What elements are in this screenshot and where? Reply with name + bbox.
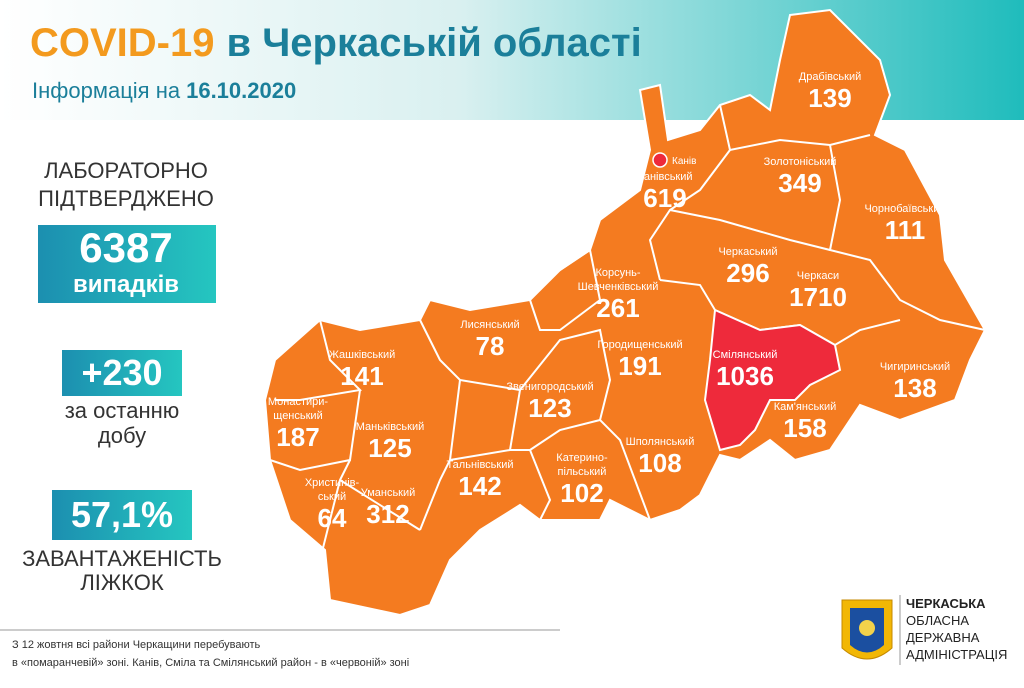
logo-text: ДЕРЖАВНА (906, 630, 980, 645)
district-name: Жашківський (329, 349, 396, 361)
district-count: 619 (643, 183, 686, 213)
district-name: Чигиринський (880, 361, 950, 373)
district-count: 1036 (716, 361, 774, 391)
stat-total: 6387 (79, 224, 172, 271)
title: COVID-19 в Черкаській області (30, 21, 642, 65)
district-count: 139 (808, 83, 851, 113)
district-count: 141 (340, 361, 383, 391)
city-label: Канів (672, 156, 696, 167)
stat-label: за останню (65, 398, 180, 423)
stat-label: ЛІЖКОК (80, 570, 164, 595)
district-count: 187 (276, 422, 319, 452)
district-count: 78 (476, 331, 505, 361)
stat-box (62, 350, 182, 396)
district-name: Смілянський (713, 349, 778, 361)
stat-box (38, 225, 216, 303)
logo-text: ОБЛАСНА (906, 613, 969, 628)
district-name: Городищенський (597, 339, 682, 351)
district-count: 261 (596, 293, 639, 323)
stat-unit: випадків (73, 271, 179, 298)
footer-note: в «помаранчевій» зоні. Канів, Сміла та С… (12, 657, 409, 669)
stat-label: ЗАВАНТАЖЕНІСТЬ (22, 546, 222, 571)
district-count: 138 (893, 373, 936, 403)
district-count: 111 (885, 215, 926, 245)
district-count: 1710 (789, 282, 847, 312)
district-name: Золотоніський (764, 156, 837, 168)
district-name: Корсунь- (595, 267, 640, 279)
logo-text: АДМІНІСТРАЦІЯ (906, 647, 1007, 662)
district-count: 142 (458, 471, 501, 501)
district-count: 191 (618, 351, 661, 381)
district-name: Канівський (637, 171, 692, 183)
district-name: Тальнівський (446, 459, 513, 471)
stat-new: +230 (81, 352, 162, 393)
subtitle: Інформація на 16.10.2020 (32, 78, 296, 103)
logo-text: ЧЕРКАСЬКА (906, 596, 986, 611)
stat-label: ЛАБОРАТОРНО (44, 158, 208, 183)
district-count: 296 (726, 258, 769, 288)
subtitle-text: Інформація на (32, 78, 181, 103)
district-labels: Драбівський139Канівський619Золотоніський… (268, 71, 950, 533)
stat-box (52, 490, 192, 540)
district-name: Драбівський (799, 71, 861, 83)
district-name: Уманський (361, 487, 416, 499)
district-name: Лисянський (460, 319, 519, 331)
district-count: 158 (783, 413, 826, 443)
district-borders (269, 104, 986, 601)
district-count: 108 (638, 448, 681, 478)
district-name: Черкаський (718, 246, 777, 258)
district-name: Шполянський (626, 436, 695, 448)
date: 16.10.2020 (186, 78, 296, 103)
district-name: Христинів- (305, 477, 360, 489)
district-name: Звенигородський (506, 381, 593, 393)
district-count: 312 (366, 499, 409, 529)
region-map (263, 8, 987, 617)
red-zone-district (703, 308, 842, 452)
stat-label: ПІДТВЕРДЖЕНО (38, 186, 214, 211)
stat-load: 57,1% (71, 494, 173, 535)
stat-label: добу (98, 423, 146, 448)
title-rest: в Черкаській області (227, 21, 642, 65)
district-name: Черкаси (797, 270, 839, 282)
district-name: щенський (273, 410, 322, 422)
district-name: Маньківський (356, 421, 425, 433)
district-name: пільський (558, 466, 607, 478)
footer-note: З 12 жовтня всі райони Черкащини перебув… (12, 639, 261, 651)
district-name: Шевченківський (578, 281, 659, 293)
district-name: Чорнобаївський (864, 203, 945, 215)
district-name: Катерино- (556, 452, 608, 464)
city-marker (652, 152, 668, 168)
district-name: Кам'янський (774, 401, 837, 413)
district-count: 349 (778, 168, 821, 198)
district-name: ський (318, 491, 346, 503)
title-main: COVID-19 (30, 21, 215, 65)
district-count: 102 (560, 478, 603, 508)
district-count: 123 (528, 393, 571, 423)
district-name: Монастири- (268, 396, 329, 408)
logo-emblem (841, 599, 893, 660)
district-count: 125 (368, 433, 411, 463)
district-count: 64 (318, 503, 347, 533)
